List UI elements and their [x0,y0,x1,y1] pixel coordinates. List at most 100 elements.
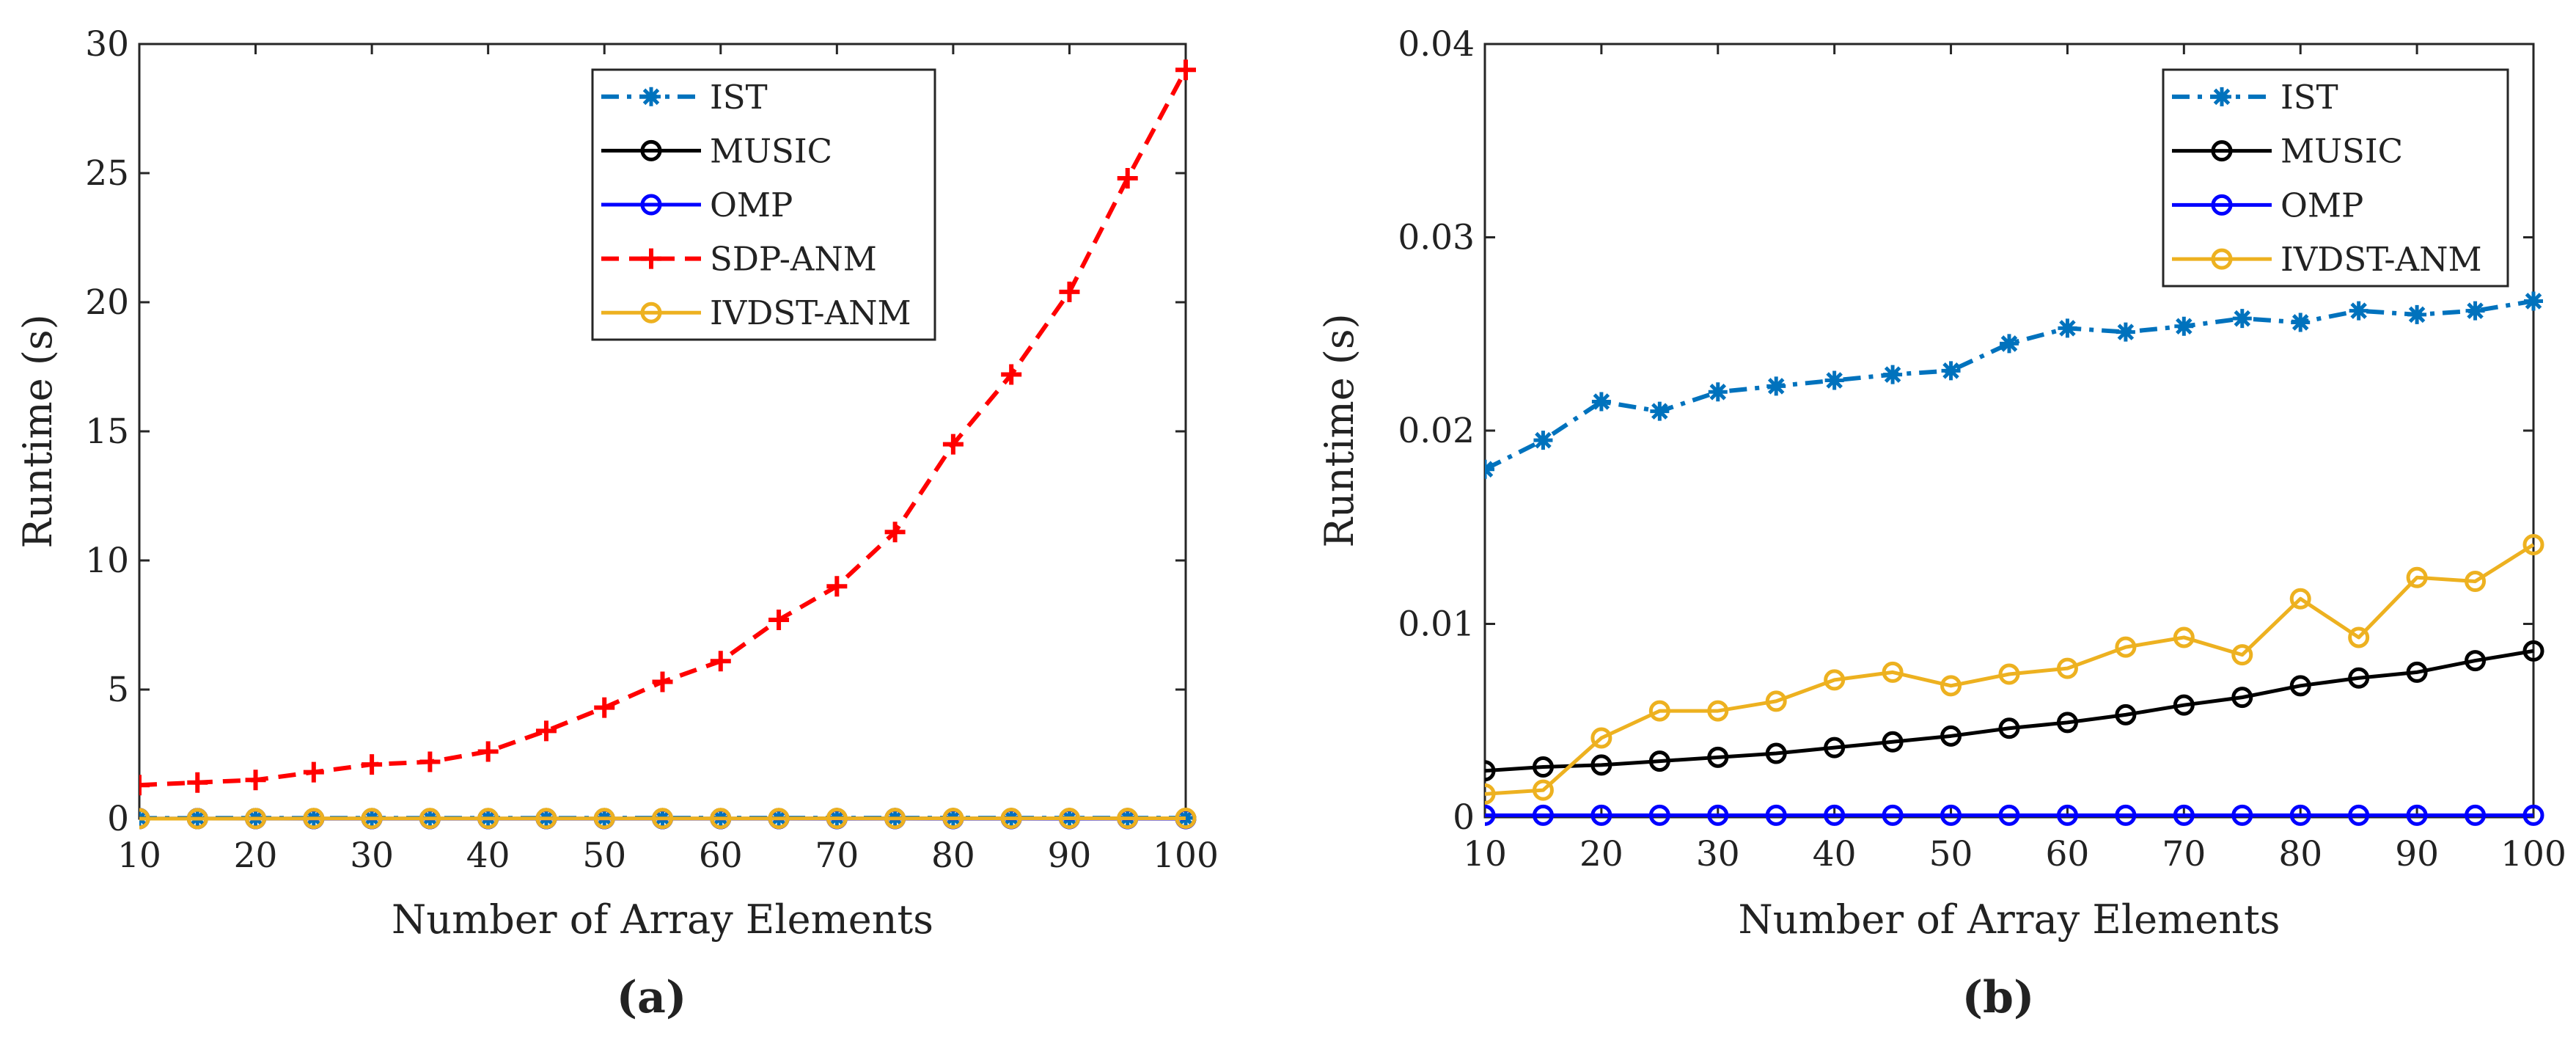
data-point-ist [2465,301,2485,321]
data-point-omp [1998,804,2020,826]
data-point-sdp-anm [245,770,266,791]
data-point-music [2289,675,2311,697]
x-tick-label: 10 [1463,834,1507,874]
x-tick-label: 50 [1929,834,1973,874]
data-point-sdp-anm [1059,281,1080,302]
data-point-music [1532,756,1554,778]
y-tick-label: 0.02 [1398,411,1475,451]
legend-marker-music [2211,140,2233,162]
legend: IST MUSIC OMP SDP-ANM IVDST-ANM [591,68,936,341]
data-point-ivdst-anm [1000,808,1022,830]
x-tick-label: 60 [2046,834,2090,874]
data-point-ivdst-anm [1882,661,1904,683]
data-point-ivdst-anm [768,808,790,830]
data-point-ivdst-anm [2173,626,2195,648]
data-point-omp [2289,804,2311,826]
x-tick-label: 30 [1696,834,1740,874]
data-point-ivdst-anm [826,808,848,830]
data-point-ivdst-anm [361,808,383,830]
data-point-ivdst-anm [652,808,673,830]
data-point-sdp-anm [652,671,673,692]
y-axis-label: Runtime (s) [1316,313,1362,547]
y-tick-label: 20 [85,282,129,323]
data-point-music [2173,694,2195,716]
data-point-ist [1591,392,1611,412]
plot-area [139,59,1197,830]
data-point-sdp-anm [1175,59,1196,81]
legend-marker-ivdst-anm [2211,248,2233,270]
legend-marker-ist [2212,87,2231,106]
data-point-sdp-anm [362,754,383,775]
data-point-ivdst-anm [1824,669,1846,691]
data-point-ivdst-anm [1058,808,1080,830]
data-point-ist [1485,459,1494,479]
data-point-sdp-anm [826,576,848,597]
y-tick-label: 0 [107,799,129,839]
y-tick-label: 0.04 [1398,24,1475,65]
data-point-ist [2349,301,2368,321]
legend-marker-ivdst-anm [640,301,662,324]
data-point-omp [2231,804,2253,826]
data-point-sdp-anm [710,651,731,672]
data-point-music [1882,731,1904,753]
data-point-omp [1765,804,1787,826]
data-point-music [2348,667,2370,689]
plot-area [1485,291,2544,826]
data-point-ivdst-anm [535,808,557,830]
data-point-ist [1650,401,1670,421]
data-point-omp [1940,804,1962,826]
legend-label: MUSIC [710,131,832,170]
data-point-sdp-anm [768,609,790,630]
data-point-ivdst-anm [2348,626,2370,648]
data-point-music [1765,742,1787,764]
data-point-ist [1708,382,1728,402]
data-point-omp [1590,804,1612,826]
data-point-omp [2522,804,2544,826]
data-point-ivdst-anm [2522,533,2544,555]
data-point-ivdst-anm [245,808,267,830]
data-point-sdp-anm [594,697,615,718]
data-point-ist [2232,309,2252,329]
data-point-omp [2115,804,2137,826]
y-axis-label: Runtime (s) [15,314,61,548]
data-point-ivdst-anm [2289,588,2311,610]
legend-label: MUSIC [2280,132,2403,171]
data-point-music [1998,717,2020,739]
data-point-ivdst-anm [1998,663,2020,685]
data-point-omp [1648,804,1670,826]
legend-label: SDP-ANM [710,240,877,279]
panel-label: (b) [1962,972,2035,1023]
legend-label: IVDST-ANM [710,293,911,332]
data-point-ist [2116,322,2135,342]
data-point-sdp-anm [535,720,557,742]
data-point-sdp-anm [419,751,441,772]
data-point-omp [1532,804,1554,826]
data-point-music [1648,750,1670,772]
legend-label: IST [2280,78,2338,117]
y-tick-label: 5 [107,670,129,710]
data-point-ivdst-anm [1707,700,1729,722]
data-point-ivdst-anm [477,808,499,830]
data-point-ivdst-anm [2465,571,2487,593]
data-point-music [1940,725,1962,747]
data-point-ivdst-anm [593,808,615,830]
data-point-music [2056,712,2078,734]
data-point-sdp-anm [187,772,208,793]
panel-label: (a) [617,972,687,1023]
x-tick-label: 80 [931,836,975,876]
x-axis-label: Number of Array Elements [392,896,933,943]
x-tick-label: 80 [2278,834,2322,874]
data-point-sdp-anm [1001,364,1022,385]
legend-label: OMP [710,186,793,224]
data-point-ivdst-anm [1485,783,1496,805]
data-point-ivdst-anm [884,808,906,830]
data-point-sdp-anm [942,434,964,455]
data-point-ivdst-anm [186,808,208,830]
x-tick-label: 100 [2500,834,2566,874]
data-point-ivdst-anm [2115,636,2137,658]
data-point-ist [2000,334,2019,354]
x-tick-label: 30 [350,836,394,876]
data-point-omp [2348,804,2370,826]
data-point-ivdst-anm [2406,566,2428,588]
